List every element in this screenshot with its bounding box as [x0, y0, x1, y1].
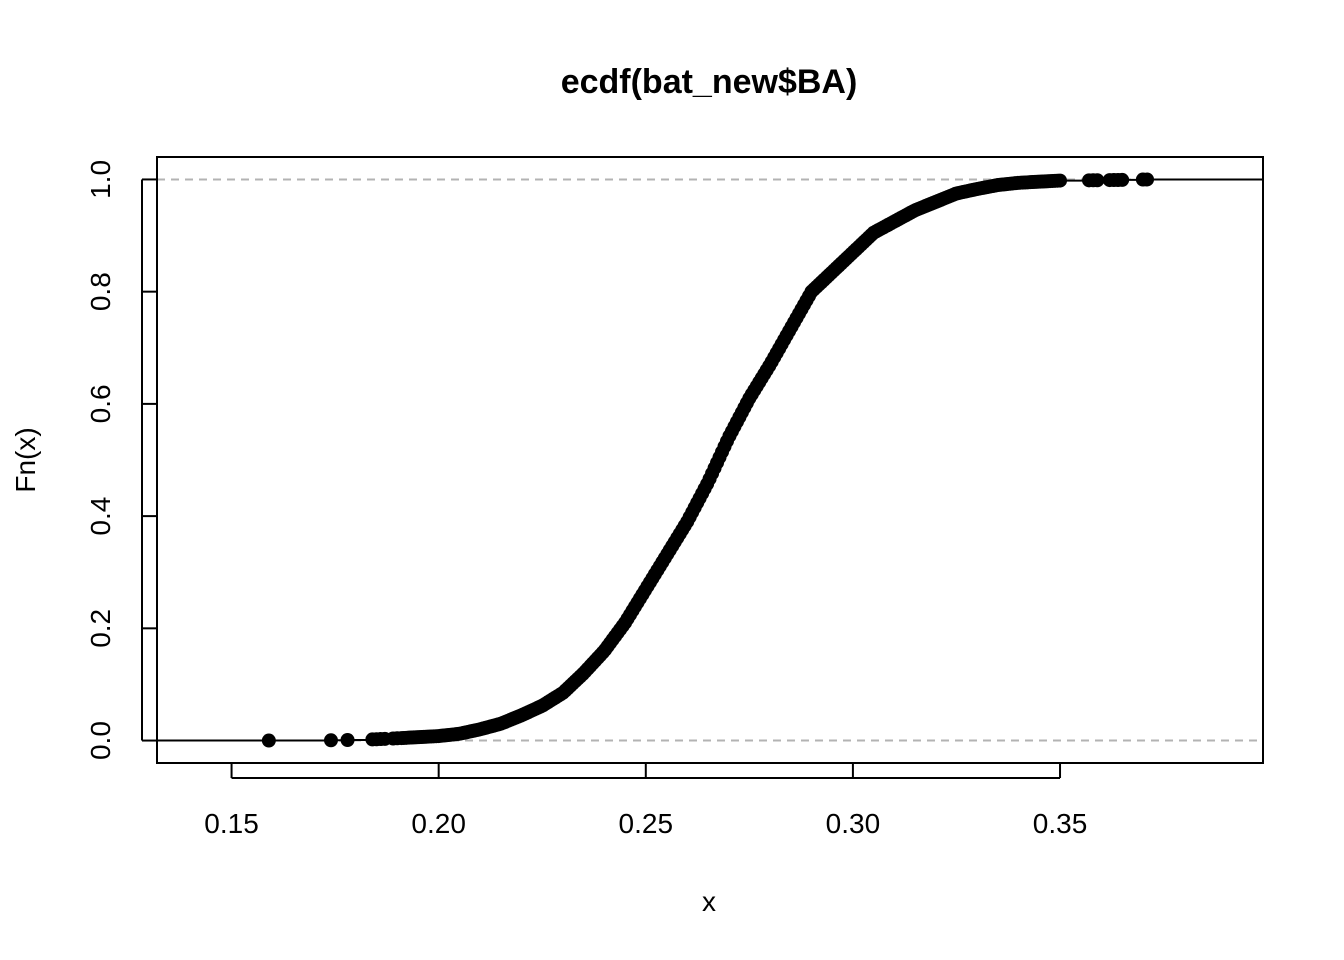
y-axis: 0.0 0.2 0.4 0.6 0.8 1.0 — [85, 160, 157, 760]
y-tick-label: 0.2 — [85, 609, 116, 648]
x-axis-label: x — [702, 886, 716, 917]
y-axis-label: Fn(x) — [10, 427, 41, 492]
ecdf-point — [1140, 172, 1155, 187]
x-tick-label: 0.35 — [1033, 808, 1088, 839]
ecdf-point — [1115, 172, 1130, 187]
y-tick-label: 0.8 — [85, 272, 116, 311]
x-tick-label: 0.25 — [619, 808, 674, 839]
y-tick-label: 0.4 — [85, 497, 116, 536]
ecdf-point — [340, 732, 355, 747]
x-tick-label: 0.15 — [204, 808, 259, 839]
x-axis: 0.15 0.20 0.25 0.30 0.35 — [204, 763, 1087, 839]
ecdf-point — [261, 733, 276, 748]
ecdf-points — [261, 172, 1155, 748]
ecdf-point — [1053, 173, 1068, 188]
plot-frame — [156, 156, 1264, 764]
x-tick-label: 0.20 — [411, 808, 466, 839]
y-tick-label: 1.0 — [85, 160, 116, 199]
reference-lines — [157, 178, 1263, 742]
ecdf-point — [323, 733, 338, 748]
y-tick-label: 0.6 — [85, 384, 116, 423]
ecdf-steps — [157, 178, 1263, 742]
ecdf-point — [1090, 173, 1105, 188]
y-tick-label: 0.0 — [85, 721, 116, 760]
chart-title: ecdf(bat_new$BA) — [561, 63, 858, 101]
x-tick-label: 0.30 — [826, 808, 881, 839]
